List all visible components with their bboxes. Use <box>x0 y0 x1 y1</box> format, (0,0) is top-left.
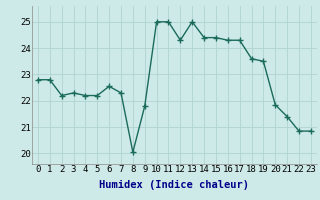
X-axis label: Humidex (Indice chaleur): Humidex (Indice chaleur) <box>100 180 249 190</box>
